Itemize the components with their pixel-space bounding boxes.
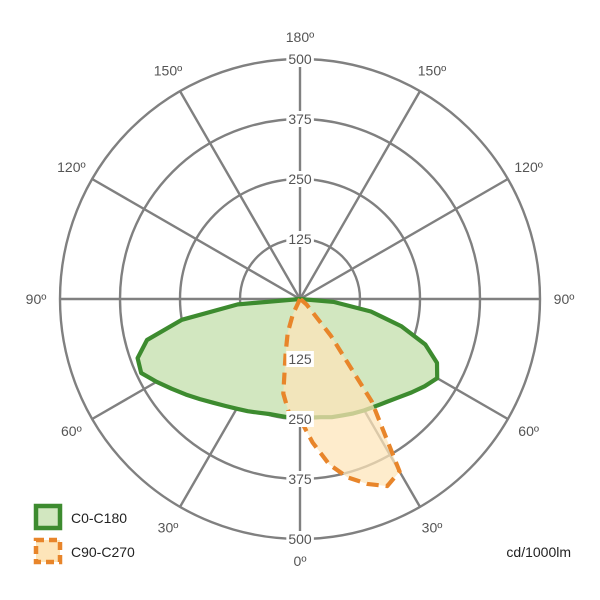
grid-spoke-150	[298, 90, 422, 300]
angle-label-neg150: 150º	[154, 62, 182, 78]
ring-label-bottom-250: 250	[288, 411, 312, 427]
angle-label-90: 90º	[554, 291, 575, 307]
angle-label-180: 180º	[286, 29, 314, 45]
ring-label-bottom-125: 125	[288, 351, 312, 367]
ring-label-top-375: 375	[288, 111, 312, 127]
angle-label-60: 60º	[518, 423, 539, 439]
legend-swatch-c0-c180	[33, 503, 63, 531]
angle-label-150: 150º	[418, 62, 446, 78]
ring-label-bg	[286, 171, 314, 187]
ring-label-top-500: 500	[288, 51, 312, 67]
angle-label-120: 120º	[514, 159, 542, 175]
series-layer	[135, 296, 440, 489]
angle-label-30: 30º	[422, 520, 443, 536]
legend-swatch-c90-c270	[33, 537, 63, 565]
grid-spoke-120	[299, 177, 509, 301]
ring-label-bg	[286, 231, 314, 247]
series-c90-c270-curve	[281, 296, 402, 489]
ring-label-bg	[286, 411, 314, 427]
angle-label-0: 0º	[294, 553, 307, 569]
ring-label-top-125: 125	[288, 231, 312, 247]
ring-labels: 125 250 375 500 125 250 375 500	[286, 51, 314, 547]
ring-label-bottom-375: 375	[288, 471, 312, 487]
angle-labels: 0º 30º 60º 90º 120º 150º 180º 150º 120º 90º 60º 30º	[26, 29, 575, 569]
angle-label-neg120: 120º	[57, 159, 85, 175]
legend: C0-C180 C90-C270	[33, 503, 135, 565]
angle-label-neg60: 60º	[61, 423, 82, 439]
grid-spoke-210	[178, 90, 302, 300]
ring-label-bg	[286, 471, 314, 487]
ring-label-bg	[286, 111, 314, 127]
grid-spoke-240	[91, 177, 301, 301]
ring-label-bg	[286, 351, 314, 367]
ring-label-bg	[286, 531, 314, 547]
angle-label-neg30: 30º	[158, 520, 179, 536]
ring-label-bg	[286, 51, 314, 67]
ring-label-bottom-500: 500	[288, 531, 312, 547]
unit-label: cd/1000lm	[506, 544, 571, 560]
legend-label-c90-c270: C90-C270	[71, 544, 135, 560]
ring-label-top-250: 250	[288, 171, 312, 187]
angle-label-neg90: 90º	[26, 291, 47, 307]
legend-label-c0-c180: C0-C180	[71, 510, 127, 526]
